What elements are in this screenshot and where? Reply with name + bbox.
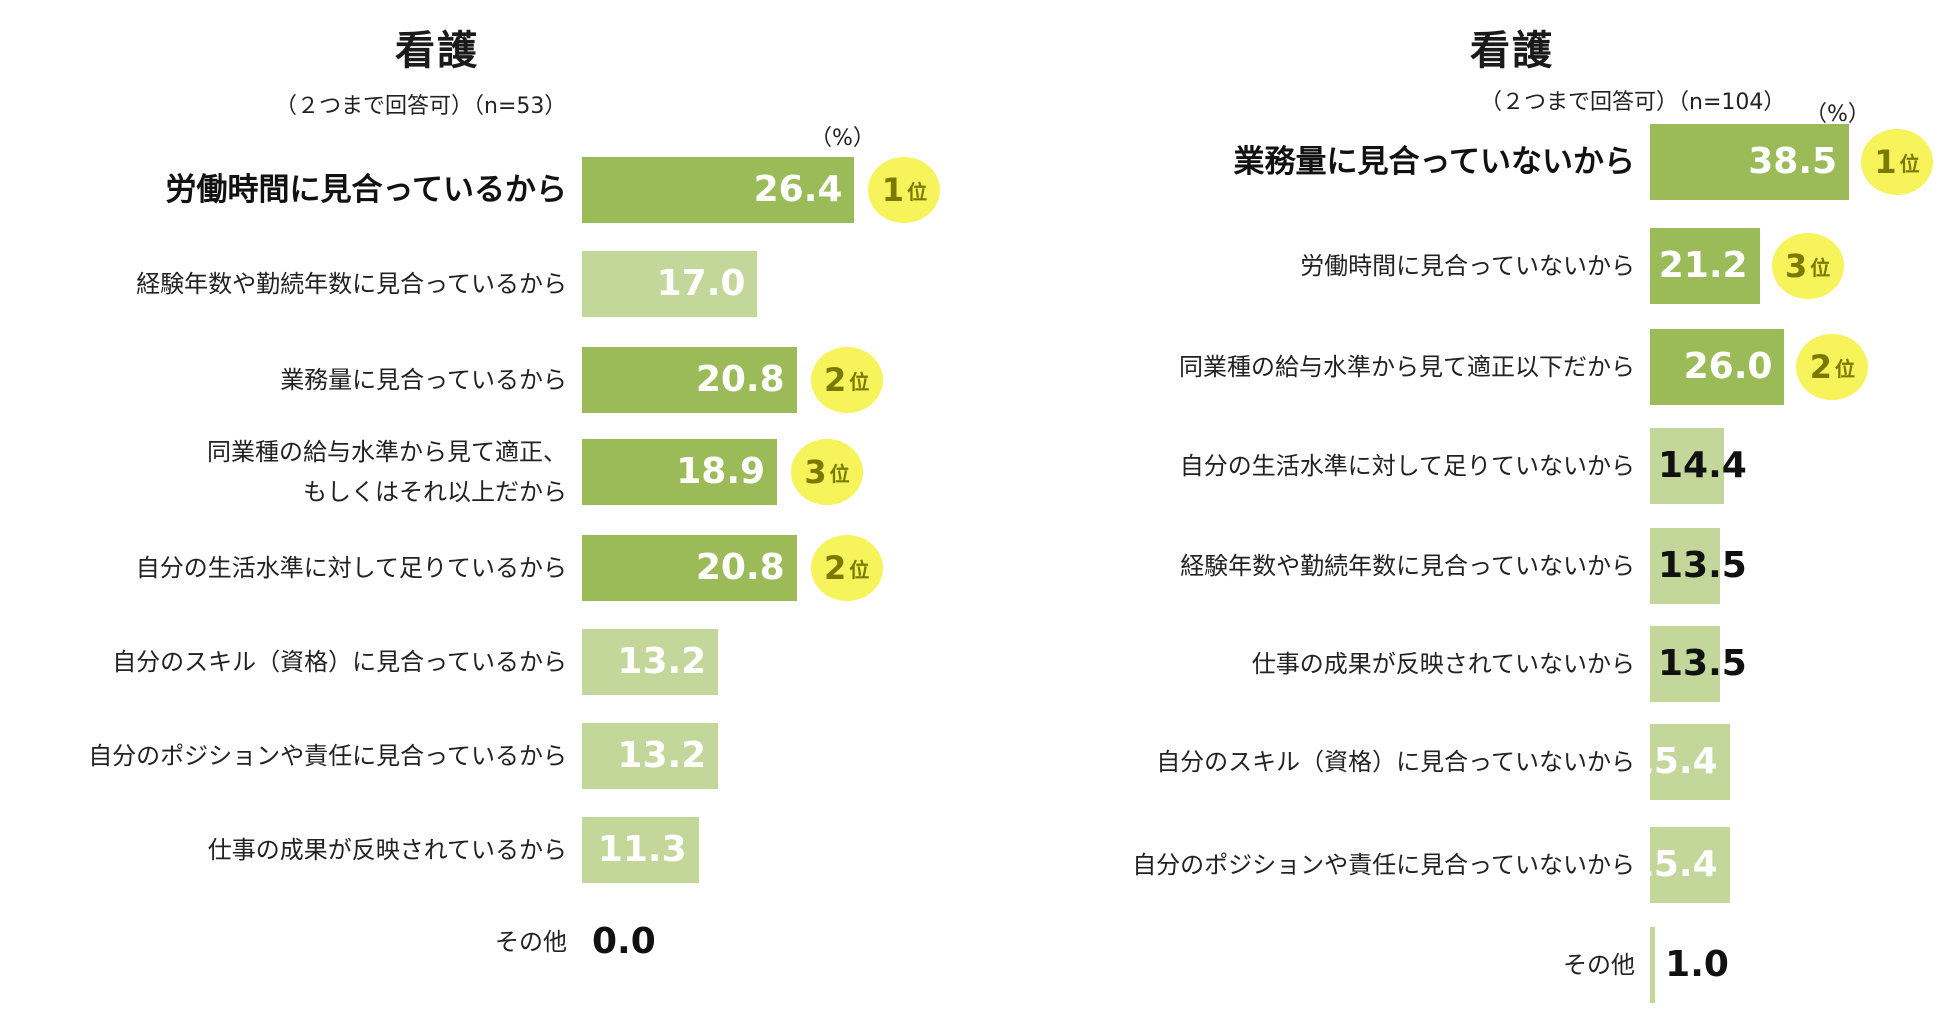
bar: [1650, 228, 1760, 304]
category-label: 自分の生活水準に対して足りていないから: [1179, 452, 1635, 480]
category-label: 同業種の給与水準から見て適正、 もしくはそれ以上だから: [207, 438, 567, 506]
bar: [582, 251, 758, 317]
value-label: 15.4: [1628, 844, 1718, 885]
value-label: 20.8: [695, 547, 785, 588]
unit-label: （%）: [1805, 102, 1870, 127]
category-label: 仕事の成果が反映されているから: [207, 836, 567, 864]
category-label: 自分のスキル（資格）に見合っているから: [112, 648, 567, 676]
rank-number: 3: [1784, 247, 1808, 285]
category-label: 経験年数や勤続年数に見合っていないから: [1180, 552, 1635, 580]
category-label: 業務量に見合っているから: [280, 366, 567, 394]
bar: [1650, 329, 1785, 405]
chart-title: 看護: [1470, 28, 1554, 74]
category-label: 業務量に見合っていないから: [1233, 144, 1635, 180]
bar: [1650, 124, 1850, 200]
bar: [582, 723, 719, 789]
bar: [582, 629, 719, 695]
value-label: 18.9: [676, 451, 766, 492]
rank-suffix: 位: [1810, 255, 1831, 280]
bar: [582, 347, 797, 413]
category-label: 自分のスキル（資格）に見合っていないから: [1156, 748, 1635, 776]
rank-suffix: 位: [829, 461, 850, 486]
rank-number: 3: [804, 453, 827, 491]
bar: [582, 157, 855, 223]
bar: [1650, 724, 1730, 800]
rank-suffix: 位: [1835, 356, 1856, 381]
bar: [1650, 428, 1725, 504]
rank-number: 2: [824, 549, 847, 587]
rank-number: 2: [824, 361, 847, 399]
unit-label: （%）: [810, 126, 875, 151]
value-label: 14.4: [1658, 445, 1747, 486]
chart-title: 看護: [395, 28, 479, 74]
category-label: 仕事の成果が反映されていないから: [1251, 650, 1635, 678]
chart-subtitle: （２つまで回答可）（n=104）: [1480, 90, 1786, 115]
rank-number: 1: [881, 171, 905, 209]
value-label: 0.0: [592, 921, 656, 962]
rank-suffix: 位: [849, 557, 870, 582]
chart-right: 看護 （２つまで回答可）（n=104） （%） 業務量に見合っていないから 38.…: [975, 0, 1950, 1011]
value-label: 13.2: [617, 641, 707, 682]
chart-left: 看護 （２つまで回答可）（n=53） （%） 労働時間に見合っているから 26.4…: [88, 28, 941, 962]
value-label: 20.8: [695, 359, 785, 400]
category-label: 労働時間に見合っているから: [165, 172, 567, 208]
category-label: その他: [495, 928, 567, 956]
value-label: 11.3: [597, 829, 687, 870]
value-label: 13.5: [1658, 643, 1747, 684]
bar: [582, 817, 699, 883]
bar: [582, 439, 778, 505]
value-label: 38.5: [1748, 141, 1838, 182]
category-label: 同業種の給与水準から見て適正以下だから: [1179, 353, 1635, 381]
rank-number: 2: [1809, 348, 1833, 386]
value-label: 26.0: [1683, 346, 1773, 387]
chart-subtitle: （２つまで回答可）（n=53）: [275, 94, 567, 119]
value-label: 15.4: [1628, 741, 1718, 782]
value-label: 17.0: [656, 263, 746, 304]
value-label: 26.4: [753, 169, 843, 210]
bar: [1650, 626, 1720, 702]
category-label: 経験年数や勤続年数に見合っているから: [136, 270, 567, 298]
bar: [582, 535, 797, 601]
value-label: 1.0: [1665, 944, 1729, 985]
rank-suffix: 位: [907, 179, 928, 204]
bar: [1650, 927, 1656, 1003]
value-label: 21.2: [1658, 245, 1748, 286]
rank-suffix: 位: [849, 369, 870, 394]
category-label: その他: [1563, 951, 1635, 979]
bar: [1650, 528, 1720, 604]
value-label: 13.5: [1658, 545, 1747, 586]
value-label: 13.2: [617, 735, 707, 776]
bar: [1650, 827, 1730, 903]
category-label: 自分の生活水準に対して足りているから: [135, 554, 567, 582]
rank-suffix: 位: [1899, 151, 1920, 176]
rank-number: 1: [1874, 143, 1897, 181]
category-label: 労働時間に見合っていないから: [1300, 252, 1635, 280]
category-label: 自分のポジションや責任に見合っていないから: [1132, 851, 1635, 879]
category-label: 自分のポジションや責任に見合っているから: [88, 742, 567, 770]
